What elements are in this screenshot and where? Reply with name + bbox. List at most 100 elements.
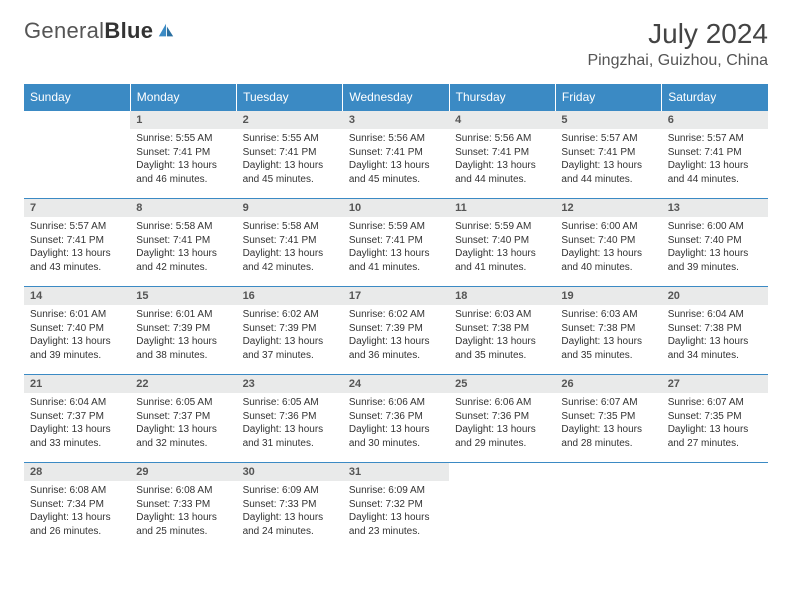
day-details: Sunrise: 5:57 AMSunset: 7:41 PMDaylight:…: [24, 217, 130, 279]
calendar-cell: 19Sunrise: 6:03 AMSunset: 7:38 PMDayligh…: [555, 287, 661, 375]
calendar-cell: 18Sunrise: 6:03 AMSunset: 7:38 PMDayligh…: [449, 287, 555, 375]
day-details: Sunrise: 5:58 AMSunset: 7:41 PMDaylight:…: [237, 217, 343, 279]
calendar-cell: 7Sunrise: 5:57 AMSunset: 7:41 PMDaylight…: [24, 199, 130, 287]
weekday-header: Thursday: [449, 84, 555, 111]
calendar-row: 28Sunrise: 6:08 AMSunset: 7:34 PMDayligh…: [24, 463, 768, 551]
calendar-cell: 26Sunrise: 6:07 AMSunset: 7:35 PMDayligh…: [555, 375, 661, 463]
day-number: 5: [555, 111, 661, 129]
day-details: Sunrise: 6:07 AMSunset: 7:35 PMDaylight:…: [662, 393, 768, 455]
calendar-cell: 14Sunrise: 6:01 AMSunset: 7:40 PMDayligh…: [24, 287, 130, 375]
day-details: Sunrise: 5:56 AMSunset: 7:41 PMDaylight:…: [449, 129, 555, 191]
calendar-cell: 5Sunrise: 5:57 AMSunset: 7:41 PMDaylight…: [555, 111, 661, 199]
day-number: 28: [24, 463, 130, 481]
day-details: Sunrise: 5:55 AMSunset: 7:41 PMDaylight:…: [130, 129, 236, 191]
calendar-cell-empty: [24, 111, 130, 199]
day-number: 1: [130, 111, 236, 129]
day-details: Sunrise: 5:59 AMSunset: 7:41 PMDaylight:…: [343, 217, 449, 279]
day-details: Sunrise: 6:00 AMSunset: 7:40 PMDaylight:…: [555, 217, 661, 279]
weekday-header: Friday: [555, 84, 661, 111]
day-number: 31: [343, 463, 449, 481]
day-details: Sunrise: 5:57 AMSunset: 7:41 PMDaylight:…: [662, 129, 768, 191]
day-number: 6: [662, 111, 768, 129]
day-number: 15: [130, 287, 236, 305]
day-details: Sunrise: 5:56 AMSunset: 7:41 PMDaylight:…: [343, 129, 449, 191]
calendar-cell-empty: [662, 463, 768, 551]
calendar-row: 14Sunrise: 6:01 AMSunset: 7:40 PMDayligh…: [24, 287, 768, 375]
calendar-cell: 21Sunrise: 6:04 AMSunset: 7:37 PMDayligh…: [24, 375, 130, 463]
day-number: 11: [449, 199, 555, 217]
day-details: Sunrise: 6:06 AMSunset: 7:36 PMDaylight:…: [449, 393, 555, 455]
day-details: Sunrise: 6:04 AMSunset: 7:37 PMDaylight:…: [24, 393, 130, 455]
day-details: Sunrise: 6:05 AMSunset: 7:36 PMDaylight:…: [237, 393, 343, 455]
day-details: Sunrise: 6:09 AMSunset: 7:32 PMDaylight:…: [343, 481, 449, 543]
calendar-cell: 29Sunrise: 6:08 AMSunset: 7:33 PMDayligh…: [130, 463, 236, 551]
location: Pingzhai, Guizhou, China: [587, 52, 768, 70]
day-details: Sunrise: 5:58 AMSunset: 7:41 PMDaylight:…: [130, 217, 236, 279]
calendar-cell: 23Sunrise: 6:05 AMSunset: 7:36 PMDayligh…: [237, 375, 343, 463]
calendar-cell: 11Sunrise: 5:59 AMSunset: 7:40 PMDayligh…: [449, 199, 555, 287]
header: GeneralBlue July 2024 Pingzhai, Guizhou,…: [24, 18, 768, 70]
day-number: 26: [555, 375, 661, 393]
calendar-cell: 4Sunrise: 5:56 AMSunset: 7:41 PMDaylight…: [449, 111, 555, 199]
day-number: 14: [24, 287, 130, 305]
day-number: 29: [130, 463, 236, 481]
day-number: 17: [343, 287, 449, 305]
day-details: Sunrise: 6:03 AMSunset: 7:38 PMDaylight:…: [449, 305, 555, 367]
logo: GeneralBlue: [24, 18, 175, 44]
day-number: 2: [237, 111, 343, 129]
calendar-body: 1Sunrise: 5:55 AMSunset: 7:41 PMDaylight…: [24, 111, 768, 551]
day-details: Sunrise: 5:57 AMSunset: 7:41 PMDaylight:…: [555, 129, 661, 191]
logo-part2: Blue: [104, 18, 153, 43]
calendar-cell: 8Sunrise: 5:58 AMSunset: 7:41 PMDaylight…: [130, 199, 236, 287]
calendar-cell-empty: [555, 463, 661, 551]
month-title: July 2024: [587, 18, 768, 50]
day-details: Sunrise: 6:02 AMSunset: 7:39 PMDaylight:…: [343, 305, 449, 367]
day-details: Sunrise: 6:04 AMSunset: 7:38 PMDaylight:…: [662, 305, 768, 367]
calendar-cell: 9Sunrise: 5:58 AMSunset: 7:41 PMDaylight…: [237, 199, 343, 287]
calendar-cell: 12Sunrise: 6:00 AMSunset: 7:40 PMDayligh…: [555, 199, 661, 287]
day-details: Sunrise: 6:01 AMSunset: 7:40 PMDaylight:…: [24, 305, 130, 367]
calendar-table: Sunday Monday Tuesday Wednesday Thursday…: [24, 84, 768, 551]
calendar-cell: 16Sunrise: 6:02 AMSunset: 7:39 PMDayligh…: [237, 287, 343, 375]
day-details: Sunrise: 5:59 AMSunset: 7:40 PMDaylight:…: [449, 217, 555, 279]
day-number: 12: [555, 199, 661, 217]
title-block: July 2024 Pingzhai, Guizhou, China: [587, 18, 768, 70]
day-number: 9: [237, 199, 343, 217]
day-number: 20: [662, 287, 768, 305]
day-number: 27: [662, 375, 768, 393]
weekday-header: Monday: [130, 84, 236, 111]
day-details: Sunrise: 6:07 AMSunset: 7:35 PMDaylight:…: [555, 393, 661, 455]
day-number: 13: [662, 199, 768, 217]
calendar-cell: 10Sunrise: 5:59 AMSunset: 7:41 PMDayligh…: [343, 199, 449, 287]
calendar-cell: 27Sunrise: 6:07 AMSunset: 7:35 PMDayligh…: [662, 375, 768, 463]
calendar-cell: 3Sunrise: 5:56 AMSunset: 7:41 PMDaylight…: [343, 111, 449, 199]
day-number: 10: [343, 199, 449, 217]
calendar-cell: 24Sunrise: 6:06 AMSunset: 7:36 PMDayligh…: [343, 375, 449, 463]
day-details: Sunrise: 6:08 AMSunset: 7:34 PMDaylight:…: [24, 481, 130, 543]
day-number: 16: [237, 287, 343, 305]
day-number: 23: [237, 375, 343, 393]
day-number: 8: [130, 199, 236, 217]
day-number: 25: [449, 375, 555, 393]
calendar-cell: 1Sunrise: 5:55 AMSunset: 7:41 PMDaylight…: [130, 111, 236, 199]
calendar-cell: 20Sunrise: 6:04 AMSunset: 7:38 PMDayligh…: [662, 287, 768, 375]
calendar-cell: 13Sunrise: 6:00 AMSunset: 7:40 PMDayligh…: [662, 199, 768, 287]
calendar-cell: 15Sunrise: 6:01 AMSunset: 7:39 PMDayligh…: [130, 287, 236, 375]
calendar-cell: 28Sunrise: 6:08 AMSunset: 7:34 PMDayligh…: [24, 463, 130, 551]
day-number: 30: [237, 463, 343, 481]
calendar-cell: 25Sunrise: 6:06 AMSunset: 7:36 PMDayligh…: [449, 375, 555, 463]
day-details: Sunrise: 5:55 AMSunset: 7:41 PMDaylight:…: [237, 129, 343, 191]
calendar-cell: 30Sunrise: 6:09 AMSunset: 7:33 PMDayligh…: [237, 463, 343, 551]
calendar-row: 1Sunrise: 5:55 AMSunset: 7:41 PMDaylight…: [24, 111, 768, 199]
calendar-cell: 6Sunrise: 5:57 AMSunset: 7:41 PMDaylight…: [662, 111, 768, 199]
day-details: Sunrise: 6:01 AMSunset: 7:39 PMDaylight:…: [130, 305, 236, 367]
day-details: Sunrise: 6:05 AMSunset: 7:37 PMDaylight:…: [130, 393, 236, 455]
calendar-cell: 17Sunrise: 6:02 AMSunset: 7:39 PMDayligh…: [343, 287, 449, 375]
weekday-header: Sunday: [24, 84, 130, 111]
day-number: 22: [130, 375, 236, 393]
day-details: Sunrise: 6:08 AMSunset: 7:33 PMDaylight:…: [130, 481, 236, 543]
day-details: Sunrise: 6:09 AMSunset: 7:33 PMDaylight:…: [237, 481, 343, 543]
day-number: 4: [449, 111, 555, 129]
calendar-row: 7Sunrise: 5:57 AMSunset: 7:41 PMDaylight…: [24, 199, 768, 287]
day-number: 21: [24, 375, 130, 393]
